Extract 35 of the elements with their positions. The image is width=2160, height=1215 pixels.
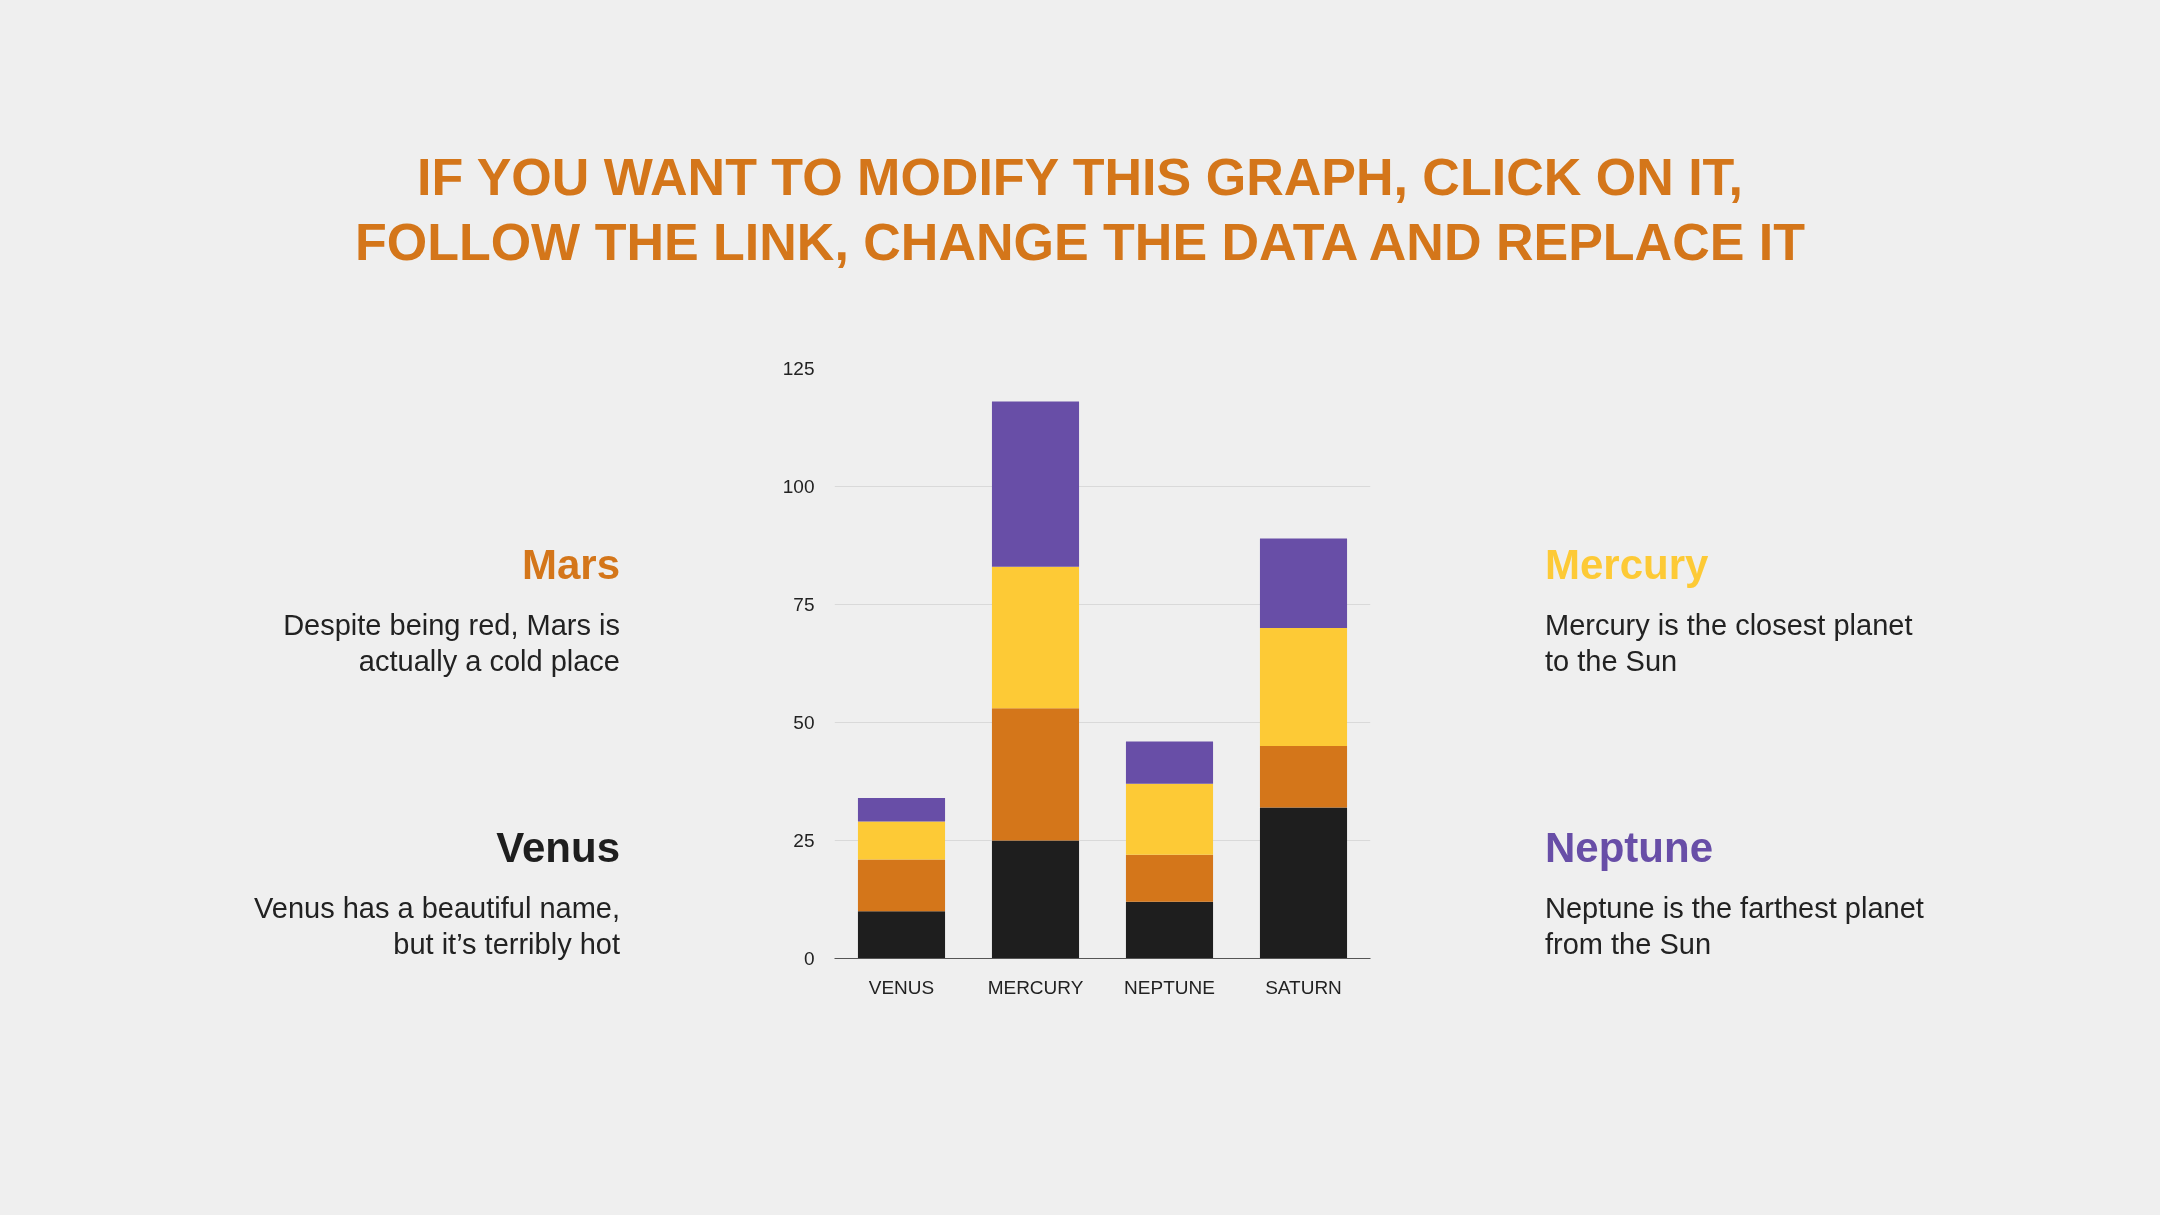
bar xyxy=(1259,807,1348,959)
y-tick-label: 125 xyxy=(782,358,815,379)
bar xyxy=(991,840,1080,959)
x-tick-label: SATURN xyxy=(1265,976,1342,998)
text: Neptune xyxy=(1545,823,1714,873)
y-tick-label: 25 xyxy=(793,830,815,851)
y-tick-label: 0 xyxy=(803,948,815,969)
bar xyxy=(1259,538,1348,629)
bar xyxy=(991,708,1080,841)
text: Mars xyxy=(520,540,620,590)
bar xyxy=(857,911,946,959)
text: Neptune is the farthest planet from the Sun xyxy=(1545,891,1925,963)
bar xyxy=(991,566,1080,709)
x-tick-label: MERCURY xyxy=(987,976,1084,998)
bar xyxy=(1125,854,1214,902)
y-tick-label: 100 xyxy=(782,476,815,497)
x-tick-label: NEPTUNE xyxy=(1124,976,1215,998)
text: Mercury xyxy=(1545,540,1710,590)
chart-title: IF YOU WANT TO MODIFY THIS GRAPH, CLICK ON IT, FOLLOW THE LINK, CHANGE THE DATA AND REPLACE IT xyxy=(353,147,1807,273)
bar xyxy=(1125,901,1214,959)
bar xyxy=(857,859,946,912)
text: Mercury is the closest planet to the Sun xyxy=(1545,608,1914,680)
bar xyxy=(1259,746,1348,808)
bar xyxy=(991,401,1080,567)
text: Venus xyxy=(495,823,620,873)
bar xyxy=(1125,783,1214,855)
x-tick-label: VENUS xyxy=(868,976,935,998)
bar xyxy=(1125,741,1214,784)
bar xyxy=(1259,628,1348,747)
text: Venus has a beautiful name, but it’s terribly hot xyxy=(253,891,620,963)
y-tick-label: 75 xyxy=(793,594,815,615)
bar xyxy=(857,821,946,860)
bar xyxy=(857,798,946,822)
y-tick-label: 50 xyxy=(793,712,815,733)
text: Despite being red, Mars is actually a cold place xyxy=(282,608,620,680)
